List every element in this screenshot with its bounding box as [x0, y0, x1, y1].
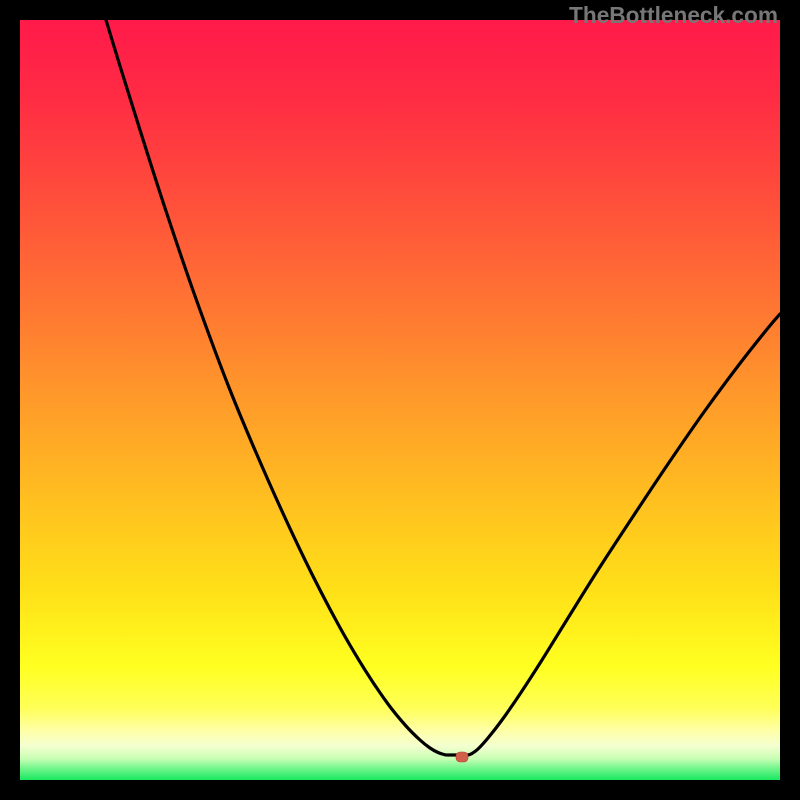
chart-frame: TheBottleneck.com: [0, 0, 800, 800]
watermark-text: TheBottleneck.com: [569, 2, 778, 29]
minimum-marker: [456, 752, 468, 762]
plot-background: [20, 20, 780, 780]
bottleneck-chart: [20, 20, 780, 780]
